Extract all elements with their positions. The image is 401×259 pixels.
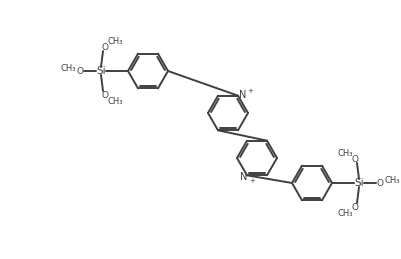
- Text: CH₃: CH₃: [384, 176, 400, 184]
- Text: CH₃: CH₃: [337, 148, 353, 157]
- Text: CH₃: CH₃: [337, 208, 353, 218]
- Text: O: O: [77, 67, 83, 76]
- Text: N: N: [239, 90, 247, 100]
- Text: O: O: [101, 90, 109, 99]
- Text: CH₃: CH₃: [107, 37, 123, 46]
- Text: O: O: [352, 155, 358, 163]
- Text: O: O: [101, 42, 109, 52]
- Text: +: +: [247, 88, 253, 94]
- Text: O: O: [377, 178, 383, 188]
- Text: CH₃: CH₃: [107, 97, 123, 105]
- Text: Si: Si: [354, 178, 364, 188]
- Text: +: +: [249, 178, 255, 184]
- Text: N: N: [240, 172, 248, 182]
- Text: O: O: [352, 203, 358, 212]
- Text: Si: Si: [96, 66, 106, 76]
- Text: CH₃: CH₃: [60, 63, 76, 73]
